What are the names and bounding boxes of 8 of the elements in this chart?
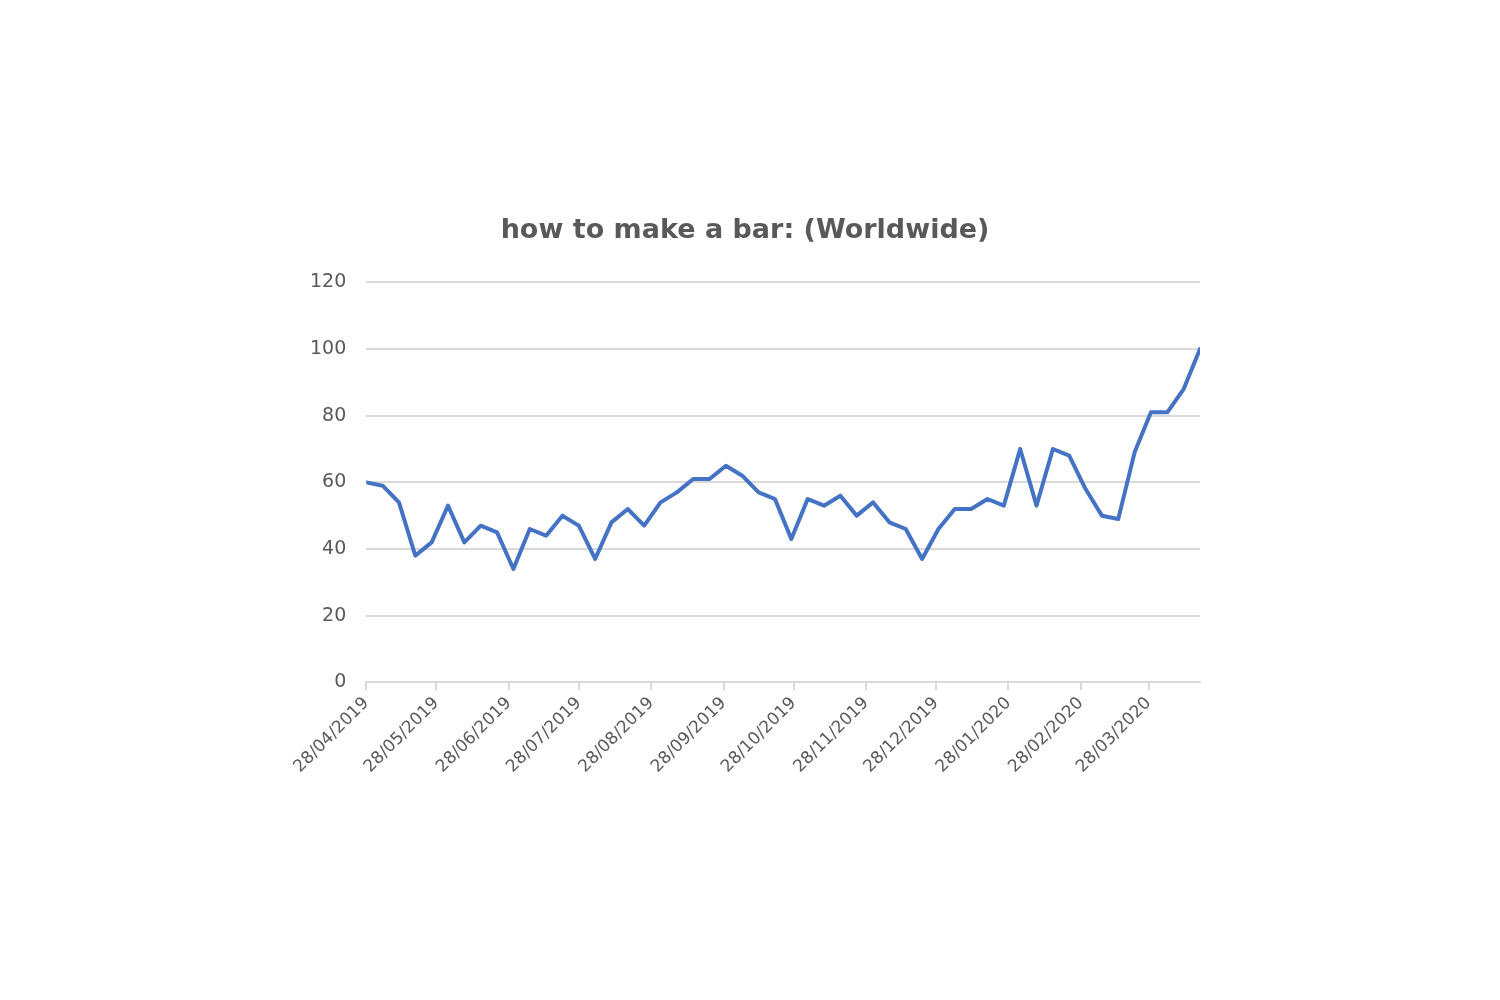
y-tick-label: 0 xyxy=(334,669,347,692)
y-tick-label: 20 xyxy=(322,602,347,625)
chart-title: how to make a bar: (Worldwide) xyxy=(500,213,990,245)
y-tick-label: 40 xyxy=(322,535,347,558)
y-tick-label: 100 xyxy=(310,335,347,358)
y-tick-label: 120 xyxy=(310,269,347,292)
y-tick-label: 60 xyxy=(322,469,347,492)
y-tick-label: 80 xyxy=(322,402,347,425)
